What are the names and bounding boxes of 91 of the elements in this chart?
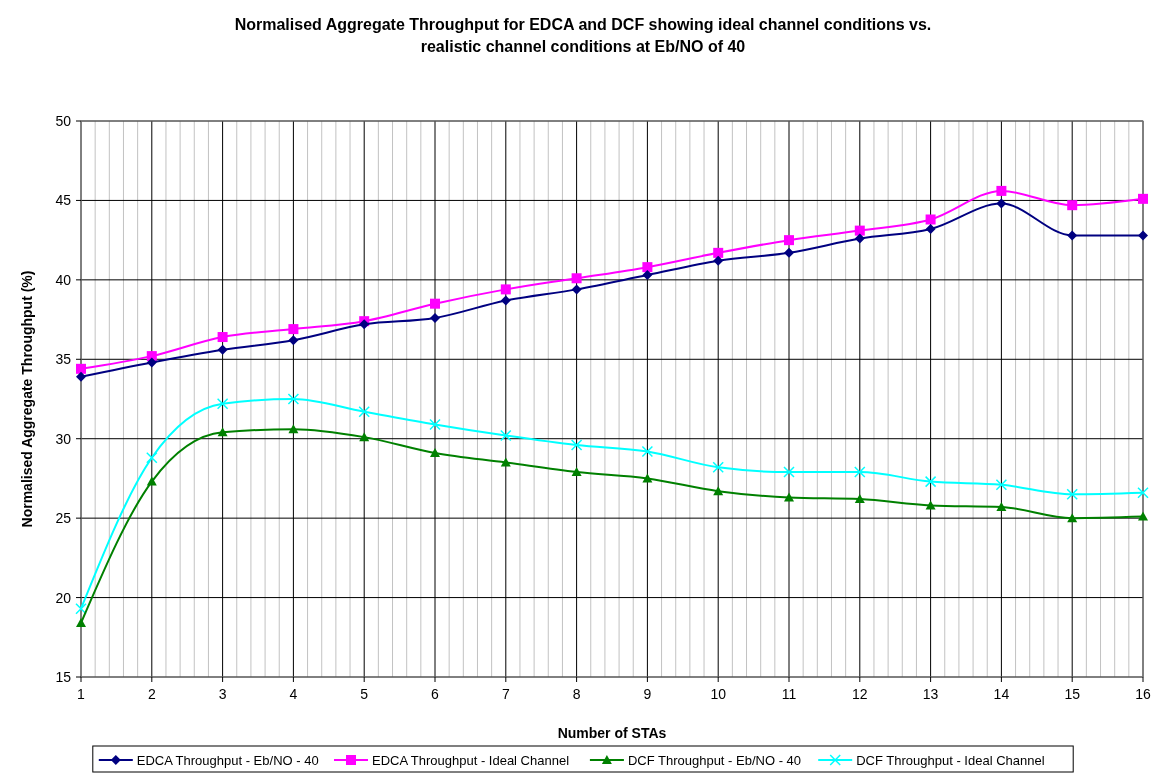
y-tick-label: 20 xyxy=(55,589,72,606)
point xyxy=(712,461,724,474)
point xyxy=(854,233,865,244)
point xyxy=(358,405,370,418)
point xyxy=(854,494,865,504)
point xyxy=(854,225,865,236)
y-tick-label: 30 xyxy=(55,430,72,447)
point xyxy=(146,357,157,368)
point xyxy=(642,473,653,483)
point xyxy=(783,466,795,478)
point xyxy=(288,335,299,346)
point xyxy=(1067,230,1078,241)
point xyxy=(996,198,1007,209)
point xyxy=(288,324,299,335)
x-tick-label: 3 xyxy=(218,686,227,702)
point xyxy=(713,486,724,496)
point xyxy=(642,262,653,273)
legend-label: DCF Throughput - Ideal Channel xyxy=(856,753,1045,768)
chart-title: Normalised Aggregate Throughput for EDCA and DCF showing ideal channel conditions vs. realistic channel conditions at Eb/NO of 40 xyxy=(234,16,932,55)
point xyxy=(217,344,228,355)
point xyxy=(76,617,86,627)
point xyxy=(146,452,158,464)
point xyxy=(75,602,87,615)
point xyxy=(784,247,794,258)
x-tick-label: 8 xyxy=(572,686,581,702)
y-tick-label: 50 xyxy=(55,113,72,129)
legend-label: DCF Throughput - Eb/NO - 40 xyxy=(627,753,802,768)
point xyxy=(571,284,582,295)
point xyxy=(359,432,370,442)
y-tick-label: 15 xyxy=(55,669,72,685)
point xyxy=(500,457,511,467)
point xyxy=(430,448,440,458)
point xyxy=(430,312,440,323)
x-tick-label: 12 xyxy=(852,686,868,702)
x-axis-title: Number of STAs xyxy=(557,725,667,741)
legend-label: EDCA Throughput - Ideal Channel xyxy=(372,753,570,768)
x-tick-label: 2 xyxy=(147,686,156,702)
x-tick-label: 16 xyxy=(1135,686,1151,702)
point xyxy=(500,429,512,442)
point xyxy=(1067,513,1078,523)
point xyxy=(713,247,724,258)
point xyxy=(1138,511,1148,521)
point xyxy=(713,255,724,266)
point xyxy=(854,466,866,478)
x-tick-label: 10 xyxy=(710,686,727,702)
point xyxy=(924,475,937,488)
y-tick-label: 25 xyxy=(55,510,72,527)
point xyxy=(925,224,936,235)
point xyxy=(430,298,440,309)
point xyxy=(995,479,1008,491)
point xyxy=(1066,488,1078,501)
x-tick-label: 14 xyxy=(993,686,1010,702)
point xyxy=(571,467,582,477)
point xyxy=(500,284,511,295)
point xyxy=(217,332,228,343)
x-tick-label: 11 xyxy=(781,686,797,702)
point xyxy=(1138,230,1148,241)
x-tick-label: 4 xyxy=(289,686,298,702)
point xyxy=(925,500,936,510)
point xyxy=(287,393,300,405)
point xyxy=(1067,200,1078,211)
point xyxy=(1138,193,1148,204)
point xyxy=(288,424,299,434)
point xyxy=(570,439,583,451)
x-tick-label: 1 xyxy=(77,686,86,702)
x-tick-label: 9 xyxy=(643,686,652,702)
y-axis-title: Normalised Aggregate Throughput (%) xyxy=(19,270,35,528)
point xyxy=(146,476,157,486)
y-tick-label: 35 xyxy=(55,351,72,368)
y-tick-label: 40 xyxy=(55,271,72,288)
x-tick-label: 6 xyxy=(431,686,440,702)
point xyxy=(996,185,1007,196)
point xyxy=(500,295,511,306)
point xyxy=(216,398,229,410)
point xyxy=(429,418,441,431)
point xyxy=(76,363,86,374)
point xyxy=(76,371,86,382)
x-tick-label: 7 xyxy=(501,686,510,702)
legend-label: EDCA Throughput - Eb/NO - 40 xyxy=(136,753,319,768)
x-tick-label: 15 xyxy=(1064,686,1081,702)
point xyxy=(1137,486,1149,499)
point xyxy=(784,235,794,246)
y-tick-label: 45 xyxy=(55,192,72,209)
point xyxy=(642,270,653,281)
point xyxy=(925,214,936,225)
x-tick-label: 13 xyxy=(922,686,939,702)
point xyxy=(217,427,228,437)
point xyxy=(571,273,582,284)
point xyxy=(996,502,1007,512)
point xyxy=(641,445,654,458)
x-tick-label: 5 xyxy=(360,686,369,702)
